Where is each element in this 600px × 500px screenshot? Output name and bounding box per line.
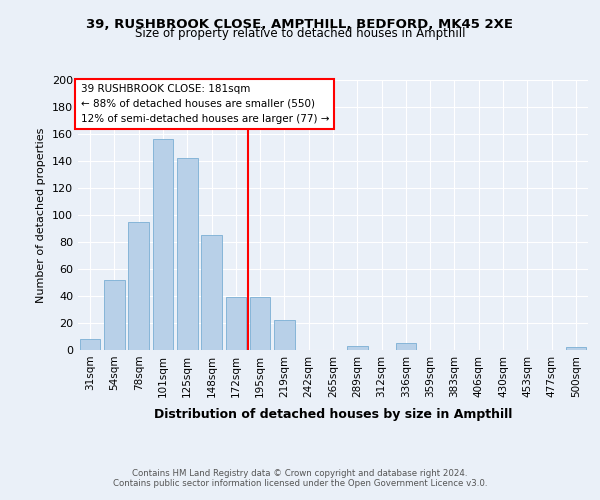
Bar xyxy=(128,222,149,350)
Bar xyxy=(80,339,100,350)
Bar xyxy=(177,158,197,350)
Bar xyxy=(226,298,246,350)
Bar xyxy=(152,140,173,350)
Bar xyxy=(201,236,222,350)
Text: Contains public sector information licensed under the Open Government Licence v3: Contains public sector information licen… xyxy=(113,478,487,488)
Text: 39 RUSHBROOK CLOSE: 181sqm
← 88% of detached houses are smaller (550)
12% of sem: 39 RUSHBROOK CLOSE: 181sqm ← 88% of deta… xyxy=(80,84,329,124)
Bar xyxy=(250,298,271,350)
Bar xyxy=(395,344,416,350)
Text: Size of property relative to detached houses in Ampthill: Size of property relative to detached ho… xyxy=(135,28,465,40)
Y-axis label: Number of detached properties: Number of detached properties xyxy=(37,128,46,302)
Text: Contains HM Land Registry data © Crown copyright and database right 2024.: Contains HM Land Registry data © Crown c… xyxy=(132,468,468,477)
Bar xyxy=(274,320,295,350)
X-axis label: Distribution of detached houses by size in Ampthill: Distribution of detached houses by size … xyxy=(154,408,512,421)
Bar xyxy=(104,280,125,350)
Bar xyxy=(347,346,368,350)
Text: 39, RUSHBROOK CLOSE, AMPTHILL, BEDFORD, MK45 2XE: 39, RUSHBROOK CLOSE, AMPTHILL, BEDFORD, … xyxy=(86,18,514,30)
Bar xyxy=(566,348,586,350)
